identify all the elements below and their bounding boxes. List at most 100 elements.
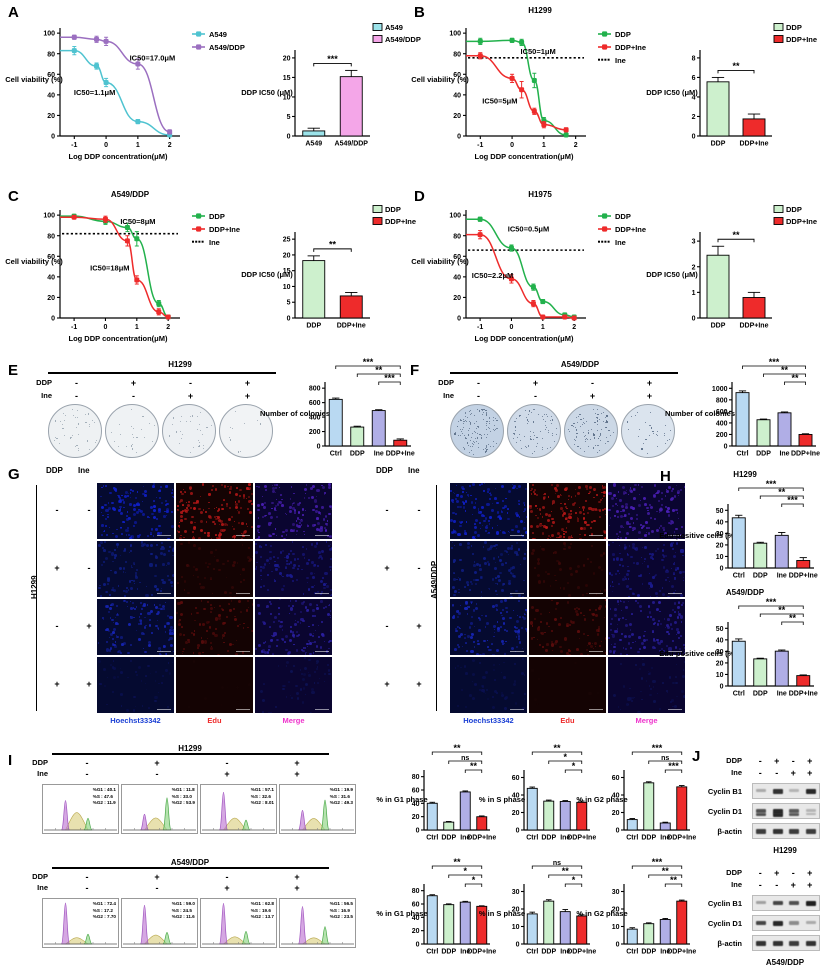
- svg-text:A549: A549: [305, 141, 322, 148]
- svg-text:IC50=2.2μM: IC50=2.2μM: [472, 271, 513, 280]
- panel-g-image-edu-1: [529, 541, 606, 597]
- panel-c-curve-svg: 0 20 40 60 80 100 -1 0 1 2 Log DDP concentration(μ…: [26, 200, 241, 360]
- panel-g-image-hoechst33342-3: [450, 657, 527, 713]
- panel-j-protein-label: β-actin: [656, 827, 742, 836]
- panel-i-cond-ine-2: +: [192, 883, 262, 893]
- svg-text:100: 100: [43, 31, 55, 38]
- svg-text:100: 100: [449, 213, 461, 220]
- panel-i-cond-ddp-1: +: [122, 758, 192, 768]
- svg-text:0: 0: [510, 142, 514, 149]
- panel-g-header-ine: Ine: [408, 466, 420, 475]
- panel-g-image-merge-0: [255, 483, 332, 539]
- panel-j-band: [773, 941, 783, 946]
- panel-g-cond-ddp-1: +: [50, 563, 64, 573]
- panel-g-cond-ine-0: -: [412, 505, 426, 515]
- flow-histogram: %G1 : 57.1 %S : 32.6 %G2 : 8.01: [200, 784, 277, 834]
- svg-text:10: 10: [283, 284, 291, 291]
- panel-g-image-edu-0: [529, 483, 606, 539]
- svg-text:Log DDP concentration(μM): Log DDP concentration(μM): [474, 334, 574, 343]
- svg-text:IC50=0.5μM: IC50=0.5μM: [508, 225, 549, 234]
- svg-text:Number of colonies: Number of colonies: [665, 409, 735, 418]
- svg-text:A549/DDP: A549/DDP: [385, 35, 421, 44]
- panel-g-cond-ddp-2: -: [50, 621, 64, 631]
- svg-text:5: 5: [287, 300, 291, 307]
- svg-text:60: 60: [612, 775, 620, 782]
- svg-text:DDP+Ine: DDP+Ine: [791, 451, 820, 458]
- condition-ddp-0: -: [450, 378, 507, 388]
- svg-text:20: 20: [612, 810, 620, 817]
- svg-text:100: 100: [449, 31, 461, 38]
- panel-g-image-edu-3: [176, 657, 253, 713]
- panel-j-cond-ine-0: -: [752, 768, 769, 778]
- panel-g-cond-ine-1: -: [412, 563, 426, 573]
- panel-i-cond-ddp-2: -: [192, 758, 262, 768]
- panel-j-blot-strip: [752, 803, 820, 819]
- panel-c-ic50-bar: 0 5 10 15 20 25 DDP IC50 (μM) DDP DDP+Ine ** DDP DD…: [255, 200, 415, 360]
- panel-i-cond-ddp-3: +: [262, 758, 332, 768]
- svg-text:40: 40: [453, 274, 461, 281]
- panel-f-bar-svg: 02004006008001000Number of coloniesCtrl D…: [688, 358, 818, 466]
- svg-text:60: 60: [412, 902, 420, 909]
- panel-d-bar-svg: 0123DDP IC50 (μM)DDP DDP+Ine**DDPDDP+Ine: [660, 200, 815, 360]
- svg-text:DDP+Ine: DDP+Ine: [467, 835, 496, 842]
- panel-j-cond-ddp-0: -: [752, 756, 769, 766]
- panel-j-label-ine: Ine: [698, 768, 742, 777]
- panel-label-C: C: [8, 188, 19, 205]
- colony-plate: [162, 404, 216, 458]
- svg-text:10: 10: [716, 672, 724, 679]
- panel-a-ic50-bar: 0 5 10 15 20 DDP IC50 (μM) A549 A549/DDP *** A549…: [255, 18, 415, 178]
- panel-e-colony-bar: 0 200 400 600 800 Number of colonies Ctrl DDP In…: [285, 358, 415, 466]
- svg-text:0: 0: [51, 134, 55, 141]
- colony-plate: [105, 404, 159, 458]
- svg-text:40: 40: [716, 637, 724, 644]
- panel-j-band: [806, 921, 816, 925]
- panel-g-image-hoechst33342-2: [97, 599, 174, 655]
- svg-text:Log DDP concentration(μM): Log DDP concentration(μM): [68, 334, 168, 343]
- panel-g-channel-label-0: Hoechst33342: [450, 716, 527, 725]
- panel-j-cond-ine-1: -: [769, 768, 786, 778]
- panel-j-cond-ine-1: -: [769, 880, 786, 890]
- flow-percentages: %G1 : 57.1 %S : 32.6 %G2 : 8.01: [251, 787, 274, 807]
- panel-g-cond-ddp-3: +: [50, 679, 64, 689]
- svg-text:DDP+Ine: DDP+Ine: [386, 451, 415, 458]
- svg-text:80: 80: [47, 233, 55, 240]
- svg-text:DDP: DDP: [786, 205, 802, 214]
- svg-text:DDP: DDP: [641, 835, 656, 842]
- panel-c-dose-response: 0 20 40 60 80 100 -1 0 1 2 Log DDP concentration(μ…: [26, 200, 241, 360]
- panel-d-ic50-bar: 0 1 2 3 DDP IC50 (μM) DDP DDP+Ine ** DDP DDP+Ine: [660, 200, 815, 360]
- condition-ine-3: +: [621, 391, 678, 401]
- svg-text:2: 2: [168, 142, 172, 149]
- svg-text:0: 0: [692, 316, 696, 323]
- svg-text:Log DDP concentration(μM): Log DDP concentration(μM): [474, 152, 574, 161]
- svg-text:% in G1 phase: % in G1 phase: [376, 909, 427, 918]
- panel-j-cond-ddp-3: +: [802, 868, 819, 878]
- svg-text:20: 20: [512, 810, 520, 817]
- panel-j-label-ddp: DDP: [698, 868, 742, 877]
- svg-text:0: 0: [104, 142, 108, 149]
- svg-text:20: 20: [47, 113, 55, 120]
- panel-j-cond-ine-0: -: [752, 880, 769, 890]
- svg-text:**: **: [453, 857, 461, 867]
- svg-text:Ctrl: Ctrl: [426, 835, 438, 842]
- svg-text:0: 0: [510, 324, 514, 331]
- svg-text:IC50=1μM: IC50=1μM: [521, 47, 556, 56]
- panel-g-cond-ine-0: -: [82, 505, 96, 515]
- svg-text:Ctrl: Ctrl: [733, 691, 745, 698]
- svg-text:*: *: [572, 875, 576, 885]
- svg-text:Ctrl: Ctrl: [733, 573, 745, 580]
- panel-j-band: [756, 941, 766, 946]
- svg-text:50: 50: [716, 626, 724, 633]
- svg-text:**: **: [791, 373, 799, 383]
- svg-text:DDP: DDP: [385, 205, 401, 214]
- svg-text:20: 20: [453, 295, 461, 302]
- panel-j-protein-label: Cyclin B1: [656, 899, 742, 908]
- flow-histogram: %G1 : 72.4 %S : 17.2 %G2 : 7.70: [42, 898, 119, 948]
- svg-text:1000: 1000: [712, 386, 728, 393]
- svg-text:Ine: Ine: [209, 238, 220, 247]
- svg-text:2: 2: [166, 324, 170, 331]
- panel-f-colony-bar: 0 200 400 600 800 1000 Number of colonies Ctrl D…: [688, 358, 818, 466]
- panel-g-image-merge-1: [255, 541, 332, 597]
- svg-text:Ctrl: Ctrl: [426, 949, 438, 956]
- panel-g-image-merge-2: [608, 599, 685, 655]
- panel-e-title: H1299: [120, 360, 240, 369]
